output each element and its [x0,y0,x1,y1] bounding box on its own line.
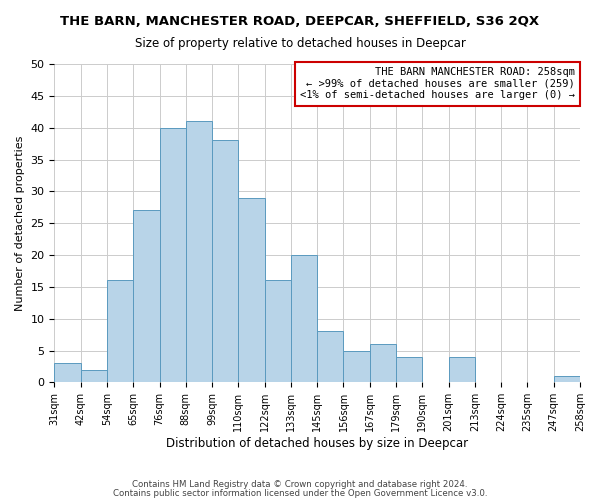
Bar [343,350,370,382]
Bar [186,122,212,382]
Bar [160,128,186,382]
Bar [317,332,343,382]
Y-axis label: Number of detached properties: Number of detached properties [15,136,25,311]
Text: Size of property relative to detached houses in Deepcar: Size of property relative to detached ho… [134,38,466,51]
Bar [238,198,265,382]
Bar [133,210,160,382]
Bar [396,357,422,382]
Bar [212,140,238,382]
X-axis label: Distribution of detached houses by size in Deepcar: Distribution of detached houses by size … [166,437,468,450]
Text: THE BARN MANCHESTER ROAD: 258sqm
← >99% of detached houses are smaller (259)
<1%: THE BARN MANCHESTER ROAD: 258sqm ← >99% … [300,67,575,100]
Text: THE BARN, MANCHESTER ROAD, DEEPCAR, SHEFFIELD, S36 2QX: THE BARN, MANCHESTER ROAD, DEEPCAR, SHEF… [61,15,539,28]
Bar [370,344,396,383]
Bar [554,376,580,382]
Bar [55,363,80,382]
Bar [80,370,107,382]
Bar [291,255,317,382]
Text: Contains public sector information licensed under the Open Government Licence v3: Contains public sector information licen… [113,488,487,498]
Text: Contains HM Land Registry data © Crown copyright and database right 2024.: Contains HM Land Registry data © Crown c… [132,480,468,489]
Bar [107,280,133,382]
Bar [265,280,291,382]
Bar [449,357,475,382]
